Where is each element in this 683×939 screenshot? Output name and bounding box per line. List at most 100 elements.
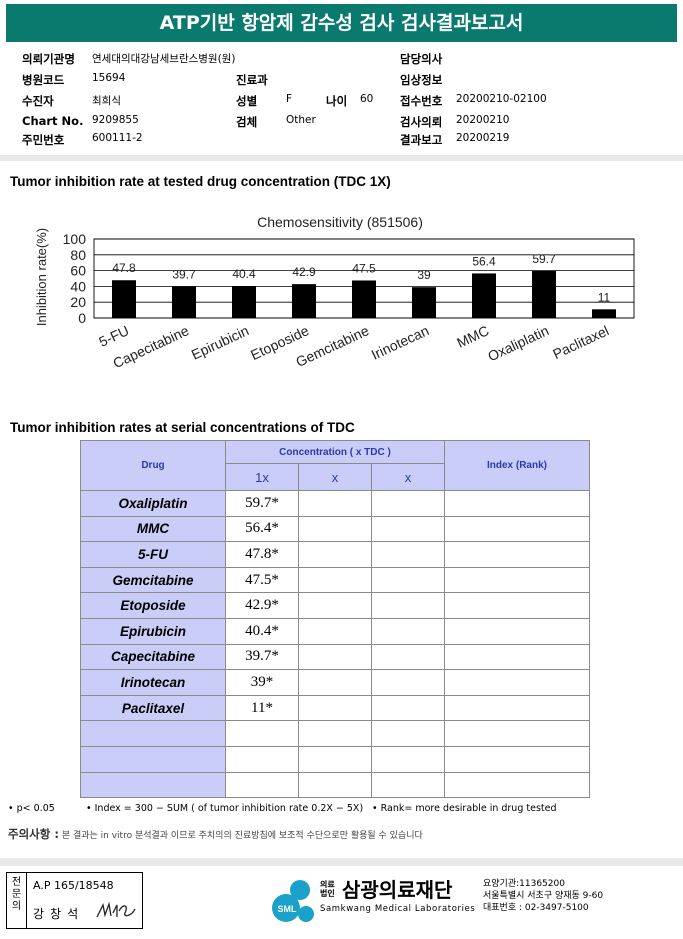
sex-value: F (286, 93, 293, 105)
drug-name: Gemcitabine (80, 566, 226, 594)
drug-name: MMC (80, 515, 226, 543)
bar-value-label: 59.7 (532, 252, 556, 266)
recipient-value: 최희식 (92, 95, 121, 107)
bar (172, 286, 196, 318)
bar (532, 270, 556, 318)
department-label: 진료과 (236, 73, 268, 87)
chart-value-labels: 47.8 39.7 40.4 42.9 47.5 39 56.4 59.7 11 (112, 252, 610, 304)
receipt-no-label: 접수번호 (400, 94, 443, 108)
value-1x: 40.4* (225, 617, 299, 645)
resident-no-value: 600111-2 (92, 132, 143, 144)
y-tick-label: 20 (70, 294, 86, 310)
institution-value: 연세대의대강남세브란스병원(원) (92, 53, 236, 65)
value-1x: 11* (225, 694, 299, 722)
specimen-value: Other (286, 114, 316, 126)
drug-name: Oxaliplatin (80, 490, 226, 517)
y-axis-label: Inhibition rate(%) (34, 228, 49, 326)
chemosensitivity-chart: Chemosensitivity (851506) Inhibition rat… (34, 214, 635, 371)
x-tick-label: MMC (454, 322, 491, 351)
bar-value-label: 40.4 (232, 267, 256, 281)
y-tick-label: 80 (70, 247, 86, 263)
value-1x: 39.7* (225, 643, 299, 671)
divider (0, 155, 683, 161)
institution-label: 의뢰기관명 (22, 52, 75, 66)
resident-no-label: 주민번호 (22, 133, 65, 147)
company-logo: SML 의료 법인 삼광의료재단 Samkwang Medical Labora… (270, 872, 675, 932)
phone: 대표번호 : 02-3497-5100 (483, 903, 589, 913)
x-tick-label: 5-FU (96, 322, 131, 350)
table-row-empty (80, 720, 590, 747)
bar-value-label: 11 (598, 290, 611, 304)
table-row: MMC 56.4* (80, 515, 590, 543)
institution-code: 요양기관:11365200 (483, 879, 565, 889)
chart-no-value: 9209855 (92, 114, 139, 126)
value-1x: 56.4* (225, 515, 299, 543)
bar (292, 284, 316, 318)
age-label: 나이 (326, 94, 348, 108)
results-table: Drug Concentration ( x TDC ) Index (Rank… (80, 440, 590, 799)
bar-value-label: 56.4 (472, 254, 496, 268)
specimen-label: 검체 (236, 115, 258, 129)
drug-name: Etoposide (80, 592, 226, 619)
chart-bars (112, 270, 616, 318)
table-row: Etoposide 42.9* (80, 592, 590, 619)
y-tick-label: 0 (78, 310, 86, 326)
bar (472, 273, 496, 318)
table-row-empty (80, 745, 590, 773)
logo-name: 삼광의료재단 (342, 878, 453, 902)
report-date-value: 20200219 (456, 132, 510, 144)
sub-header-x1: x (298, 463, 372, 491)
chart-x-ticks: 5-FUCapecitabineEpirubicinEtoposideGemci… (96, 322, 611, 371)
table-row: Epirubicin 40.4* (80, 617, 590, 645)
bar (232, 286, 256, 318)
section2-title: Tumor inhibition rates at serial concent… (10, 420, 355, 435)
request-date-label: 검사의뢰 (400, 115, 443, 129)
x-tick-label: Paclitaxel (550, 322, 611, 362)
divider (0, 858, 683, 866)
caution-label: 주의사항 : (8, 827, 59, 841)
hospital-code-label: 병원코드 (22, 73, 65, 87)
bar-value-label: 42.9 (292, 265, 316, 279)
bar (412, 287, 436, 318)
drug-name: 5-FU (80, 541, 226, 568)
table-row: Gemcitabine 47.5* (80, 566, 590, 594)
section1-title: Tumor inhibition rate at tested drug con… (10, 174, 391, 189)
y-tick-label: 100 (63, 231, 87, 247)
sex-label: 성별 (236, 94, 258, 108)
y-tick-label: 60 (70, 263, 86, 279)
table-row: Irinotecan 39* (80, 669, 590, 696)
caution-note: 주의사항 : 본 결과는 in vitro 분석결과 이므로 주치의의 진료방침… (8, 826, 423, 842)
bar (112, 280, 136, 318)
value-1x: 47.5* (225, 566, 299, 594)
drug-name: Epirubicin (80, 617, 226, 645)
clinical-info-label: 임상정보 (400, 73, 443, 87)
company-address: 요양기관:11365200 서울특별시 서초구 양재동 9-60 대표번호 : … (483, 878, 603, 914)
value-1x: 42.9* (225, 592, 299, 619)
table-row: Capecitabine 39.7* (80, 643, 590, 671)
logo-english: Samkwang Medical Laboratories (320, 904, 476, 914)
sub-header-1x: 1x (225, 463, 299, 491)
patient-info: 의뢰기관명 연세대의대강남세브란스병원(원) 담당의사 병원코드 15694 진… (20, 51, 670, 151)
table-row-empty (80, 771, 590, 799)
address: 서울특별시 서초구 양재동 9-60 (483, 891, 604, 901)
report-date-label: 결과보고 (400, 133, 443, 147)
specialist-label: 전문의 (7, 873, 27, 928)
x-tick-label: Epirubicin (189, 322, 251, 362)
request-date-value: 20200210 (456, 114, 510, 126)
recipient-label: 수진자 (22, 94, 54, 108)
bar-value-label: 47.8 (112, 261, 136, 275)
bar-value-label: 47.5 (352, 261, 376, 275)
x-tick-label: Oxaliplatin (485, 322, 551, 364)
receipt-no-value: 20200210-02100 (456, 93, 547, 105)
report-title: ATP기반 항암제 감수성 검사 검사결과보고서 (6, 4, 677, 42)
x-tick-label: Irinotecan (369, 322, 431, 362)
footnote-index: • Index = 300 − SUM ( of tumor inhibitio… (86, 803, 364, 814)
chart-no-label: Chart No. (22, 114, 84, 128)
concentration-header: Concentration ( x TDC ) (225, 440, 445, 464)
bar-value-label: 39 (417, 268, 431, 282)
license-number: A.P 165/18548 (33, 879, 114, 892)
caution-text: 본 결과는 in vitro 분석결과 이므로 주치의의 진료방침에 보조적 수… (61, 831, 423, 841)
bar (592, 309, 616, 318)
drug-header: Drug (80, 440, 226, 491)
age-value: 60 (360, 93, 374, 105)
